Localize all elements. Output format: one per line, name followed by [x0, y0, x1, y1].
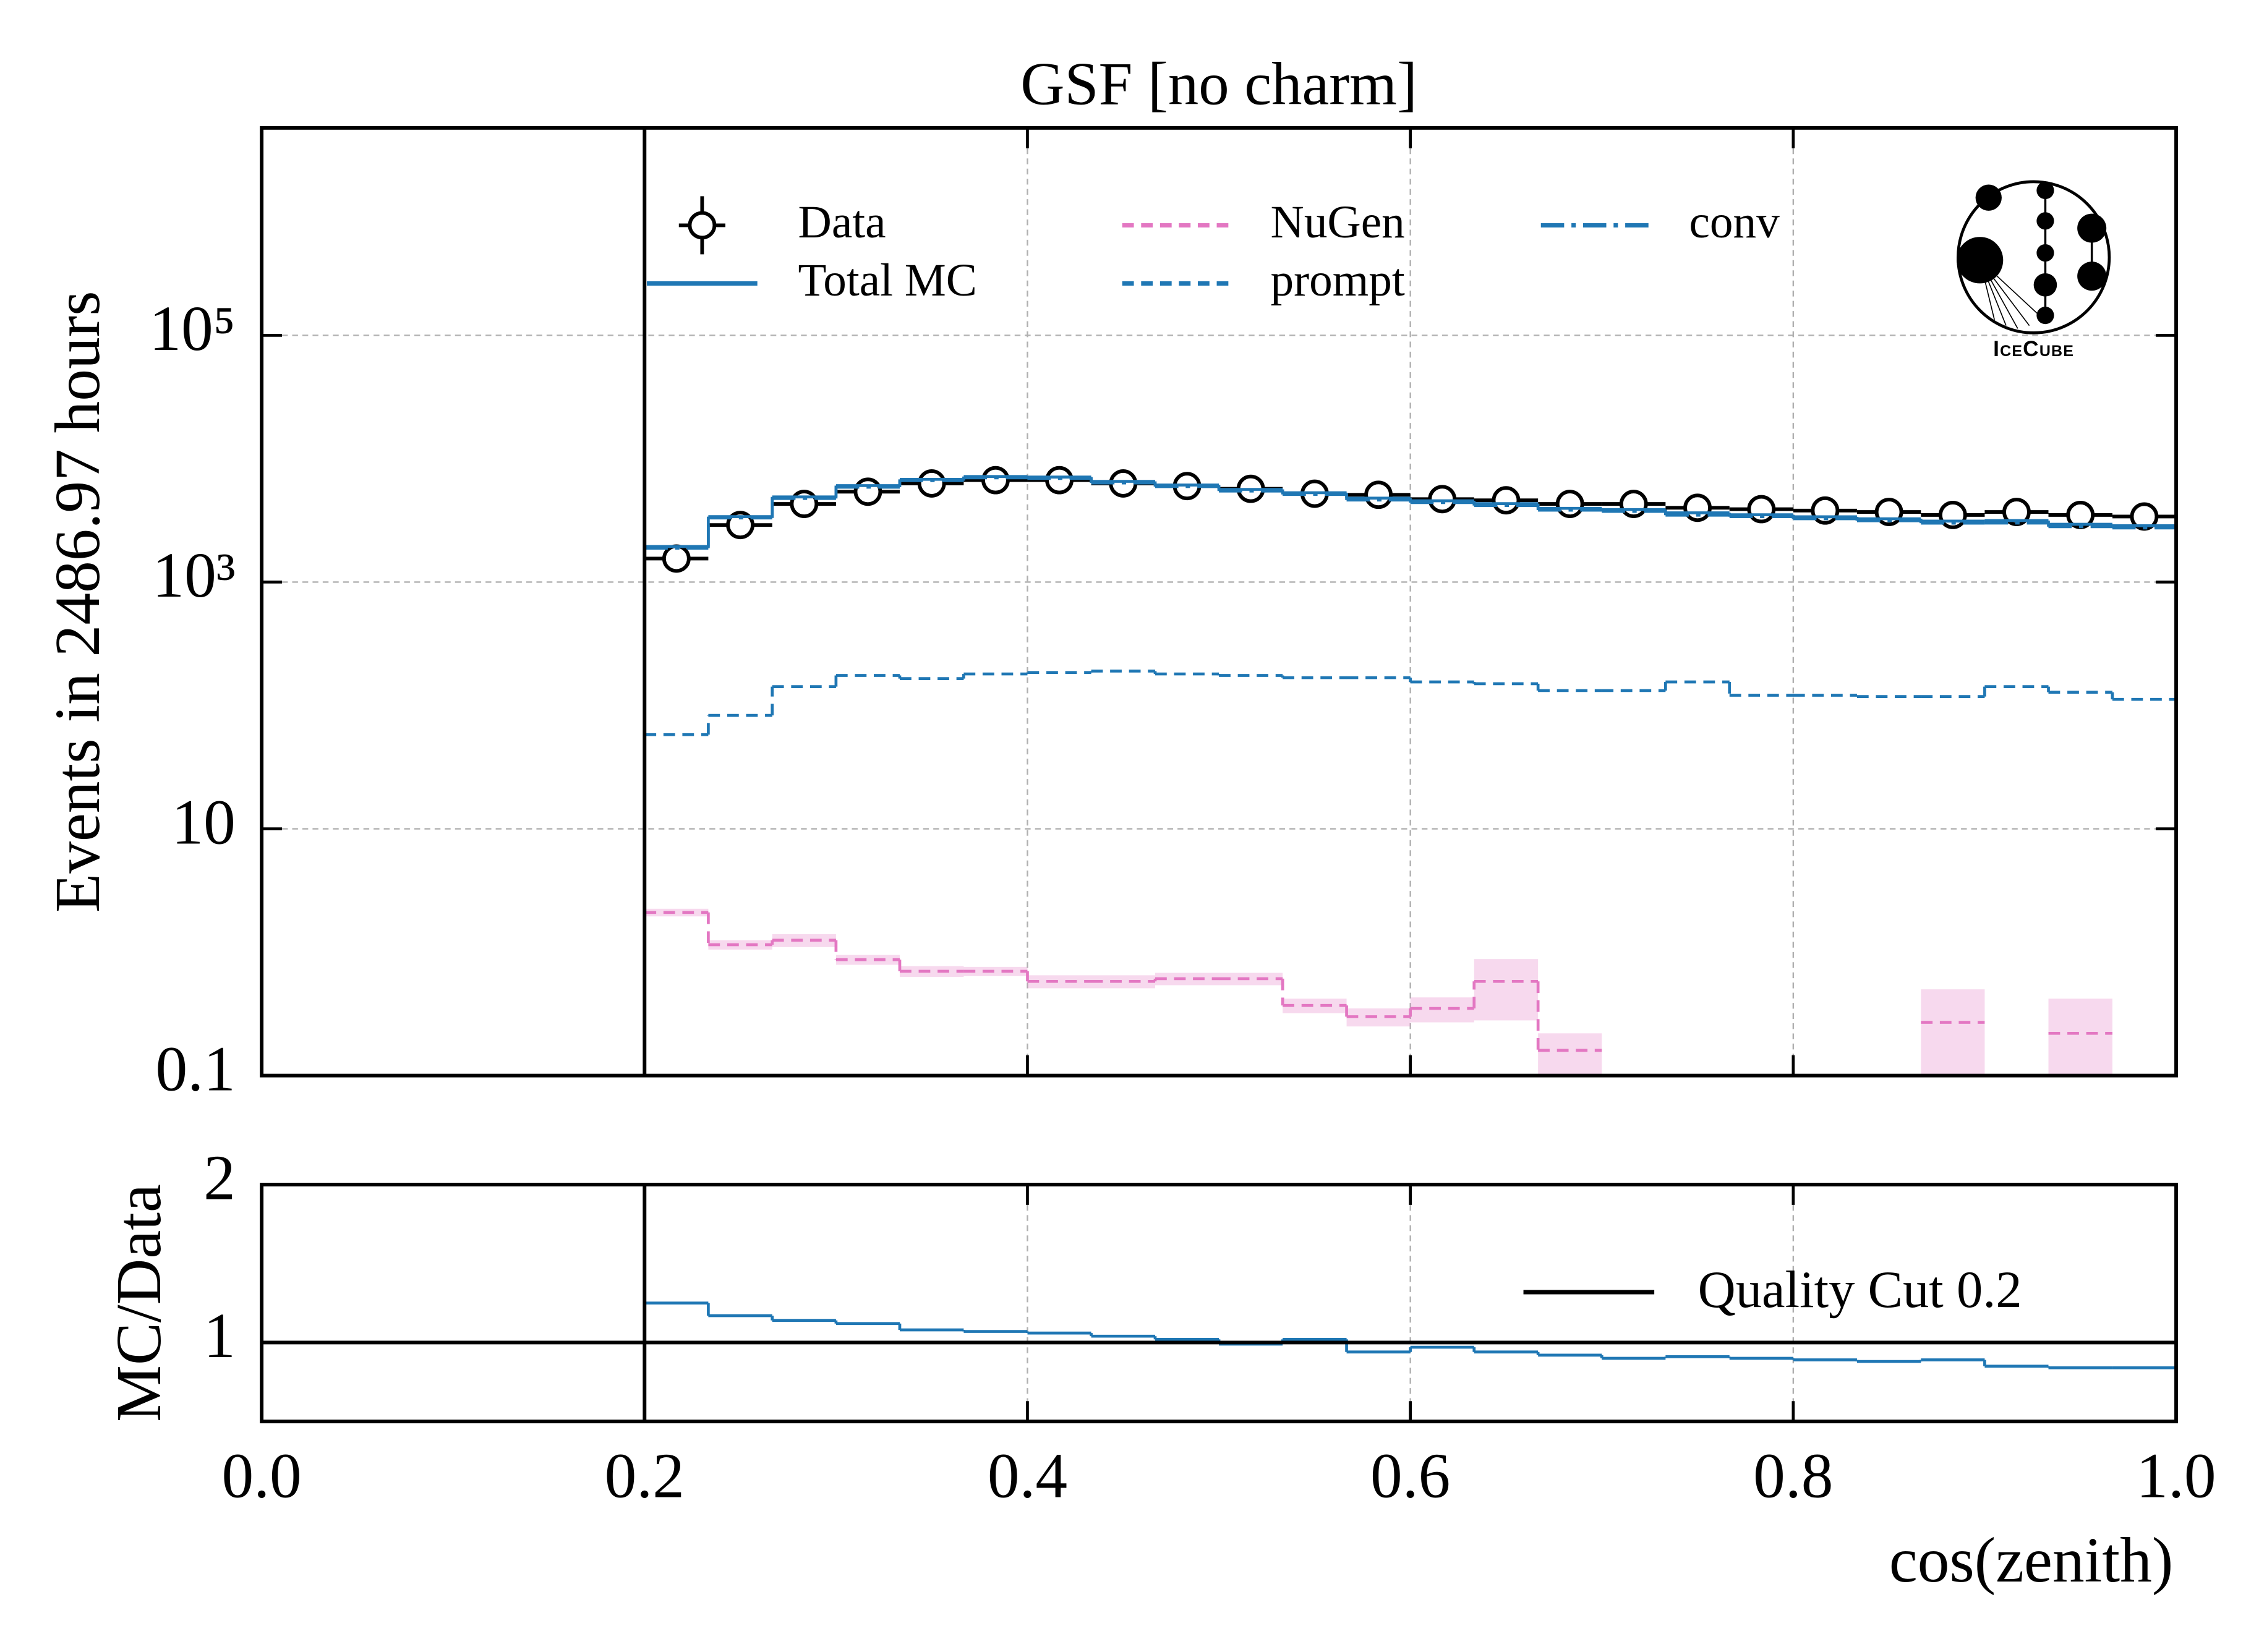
error-band	[1027, 975, 1091, 989]
legend-label: Quality Cut 0.2	[1698, 1261, 2022, 1319]
error-band	[1155, 973, 1219, 986]
y-tick-label: 10	[171, 787, 235, 858]
error-band	[2048, 998, 2112, 1076]
x-tick-label: 0.8	[1753, 1441, 1833, 1512]
logo-text: IceCube	[1993, 337, 2074, 361]
logo-dot	[2077, 213, 2107, 243]
legend-label: NuGen	[1271, 197, 1405, 248]
icecube-logo: IceCube	[1957, 180, 2111, 361]
x-tick-label: 0.0	[221, 1441, 301, 1512]
y-tick-label: 0.1	[156, 1034, 236, 1104]
y-axis-label: Events in 2486.97 hours	[43, 291, 113, 913]
data-point	[1364, 480, 1393, 509]
chart-title: GSF [no charm]	[1020, 50, 1417, 117]
x-tick-label: 0.4	[988, 1441, 1067, 1512]
y-axis-label: MC/Data	[104, 1184, 174, 1422]
logo-dot	[2033, 273, 2057, 297]
error-band	[1474, 959, 1539, 1021]
data-point	[790, 490, 819, 518]
data-point	[1045, 466, 1074, 495]
error-band	[1091, 975, 1155, 989]
x-tick-label: 1.0	[2136, 1441, 2216, 1512]
error-band	[1219, 973, 1283, 986]
x-axis-label: cos(zenith)	[1889, 1525, 2173, 1596]
error-band	[899, 966, 964, 977]
error-band	[1921, 989, 1985, 1076]
logo-dot	[2036, 181, 2054, 200]
plot-frame	[260, 1183, 2178, 1424]
y-tick-label: 10⁵	[149, 294, 235, 364]
error-band	[963, 966, 1028, 976]
logo-dot	[2036, 307, 2054, 325]
y-tick-label: 10³	[152, 540, 235, 611]
logo-dot	[2077, 262, 2107, 291]
logo-dot	[2036, 212, 2054, 230]
data-point	[1492, 486, 1521, 515]
error-band	[1283, 998, 1347, 1013]
error-band	[772, 934, 836, 947]
legend-label: Data	[798, 197, 886, 248]
data-point	[853, 477, 882, 506]
data-point	[662, 544, 691, 573]
plot-frame	[260, 126, 2178, 1078]
error-band	[644, 908, 709, 917]
logo-dot	[1975, 184, 2002, 211]
x-tick-label: 0.6	[1370, 1441, 1450, 1512]
error-band	[708, 940, 772, 950]
data-point	[726, 511, 755, 540]
logo-rays	[1979, 260, 2041, 329]
data-point	[917, 469, 946, 498]
legend-marker	[688, 211, 717, 240]
y-tick-label: 1	[203, 1301, 236, 1371]
legend-label: prompt	[1271, 255, 1405, 306]
legend-label: Total MC	[798, 255, 977, 306]
error-band	[835, 955, 900, 965]
legend-label: conv	[1689, 197, 1780, 248]
y-tick-label: 2	[203, 1143, 236, 1214]
data-point	[981, 466, 1010, 495]
logo-dot	[2036, 244, 2054, 262]
error-band	[1538, 1033, 1602, 1076]
data-point	[1555, 490, 1584, 518]
data-point	[1428, 485, 1457, 514]
x-tick-label: 0.2	[605, 1441, 685, 1512]
